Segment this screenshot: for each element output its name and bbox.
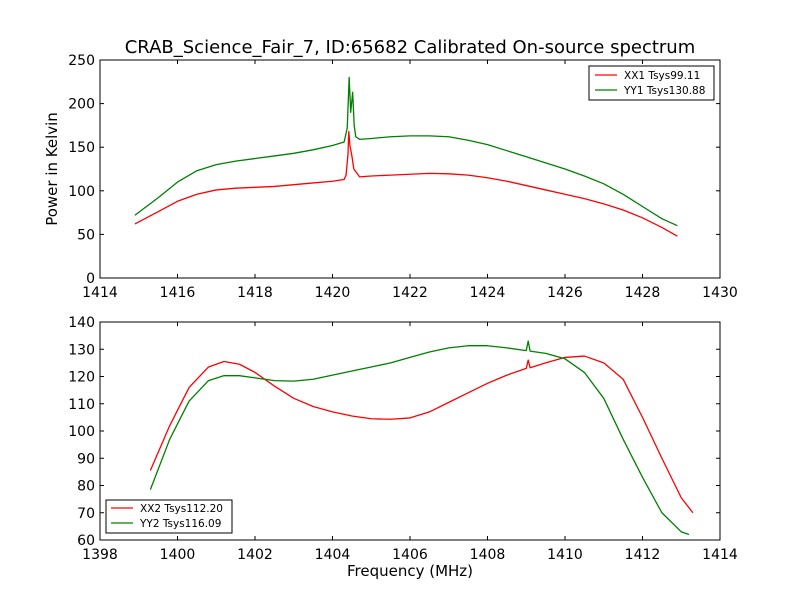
top-x-tick-label: 1430 <box>702 285 738 301</box>
bottom-series-line-1 <box>149 355 694 514</box>
bottom-y-tick-label: 70 <box>77 506 95 522</box>
bottom-ticks: 1398 1400 1402 1404 1406 1408 1410 1412 1414 60 70… <box>68 315 738 563</box>
bottom-y-tick-label: 140 <box>68 315 95 331</box>
top-x-tick-label: 1424 <box>470 285 506 301</box>
top-ticks: 1414 1416 1418 1420 1422 1424 1426 1428 1430 0 50 1… <box>68 53 738 301</box>
bottom-legend-label-yy2: YY2 Tsys116.09 <box>139 518 221 530</box>
top-x-tick-label: 1426 <box>547 285 583 301</box>
top-chart: 1414 1416 1418 1420 1422 1424 1426 1428 1430 0 50 1… <box>43 53 738 301</box>
top-x-tick-label: 1422 <box>392 285 428 301</box>
bottom-x-tick-label: 1402 <box>237 547 273 563</box>
bottom-chart: 1398 1400 1402 1404 1406 1408 1410 1412 1414 60 70… <box>68 315 738 580</box>
top-y-tick-label: 0 <box>86 271 95 287</box>
bottom-legend-label-xx2: XX2 Tsys112.20 <box>140 503 223 515</box>
bottom-x-tick-label: 1408 <box>470 547 506 563</box>
bottom-x-tick-label: 1406 <box>392 547 428 563</box>
bottom-y-tick-label: 90 <box>77 451 95 467</box>
bottom-x-tick-label: 1400 <box>160 547 196 563</box>
bottom-x-tick-label: 1398 <box>82 547 118 563</box>
bottom-series-line-2 <box>149 340 690 536</box>
bottom-plot-area <box>149 340 694 536</box>
top-plot-area <box>134 76 678 237</box>
top-y-tick-label: 100 <box>68 184 95 200</box>
bottom-legend: XX2 Tsys112.20 YY2 Tsys116.09 <box>105 499 233 534</box>
bottom-x-tick-label: 1412 <box>625 547 661 563</box>
bottom-y-tick-label: 60 <box>77 533 95 549</box>
bottom-y-tick-label: 130 <box>68 342 95 358</box>
bottom-y-tick-label: 110 <box>68 397 95 413</box>
bottom-x-tick-label: 1414 <box>702 547 738 563</box>
top-y-tick-label: 200 <box>68 97 95 113</box>
top-y-axis-label: Power in Kelvin <box>43 112 61 226</box>
top-legend-box <box>588 65 715 101</box>
bottom-x-tick-label: 1404 <box>315 547 351 563</box>
top-series-line-2 <box>134 76 678 227</box>
bottom-y-tick-label: 120 <box>68 370 95 386</box>
top-x-tick-label: 1428 <box>625 285 661 301</box>
top-x-tick-label: 1416 <box>160 285 196 301</box>
top-legend-label-yy1: YY1 Tsys130.88 <box>623 85 705 97</box>
bottom-x-axis-label: Frequency (MHz) <box>347 562 473 580</box>
top-legend-label-xx1: XX1 Tsys99.11 <box>624 70 700 82</box>
top-x-tick-label: 1414 <box>82 285 118 301</box>
bottom-legend-box <box>105 499 233 534</box>
top-x-tick-label: 1420 <box>315 285 351 301</box>
bottom-y-tick-label: 100 <box>68 424 95 440</box>
bottom-x-tick-label: 1410 <box>547 547 583 563</box>
top-y-tick-label: 50 <box>77 227 95 243</box>
top-y-tick-label: 250 <box>68 53 95 69</box>
top-y-tick-label: 150 <box>68 140 95 156</box>
top-series-line-1 <box>134 130 678 237</box>
bottom-y-tick-label: 80 <box>77 479 95 495</box>
chart-title: CRAB_Science_Fair_7, ID:65682 Calibrated… <box>125 37 696 58</box>
top-x-tick-label: 1418 <box>237 285 273 301</box>
top-legend: XX1 Tsys99.11 YY1 Tsys130.88 <box>588 65 715 101</box>
